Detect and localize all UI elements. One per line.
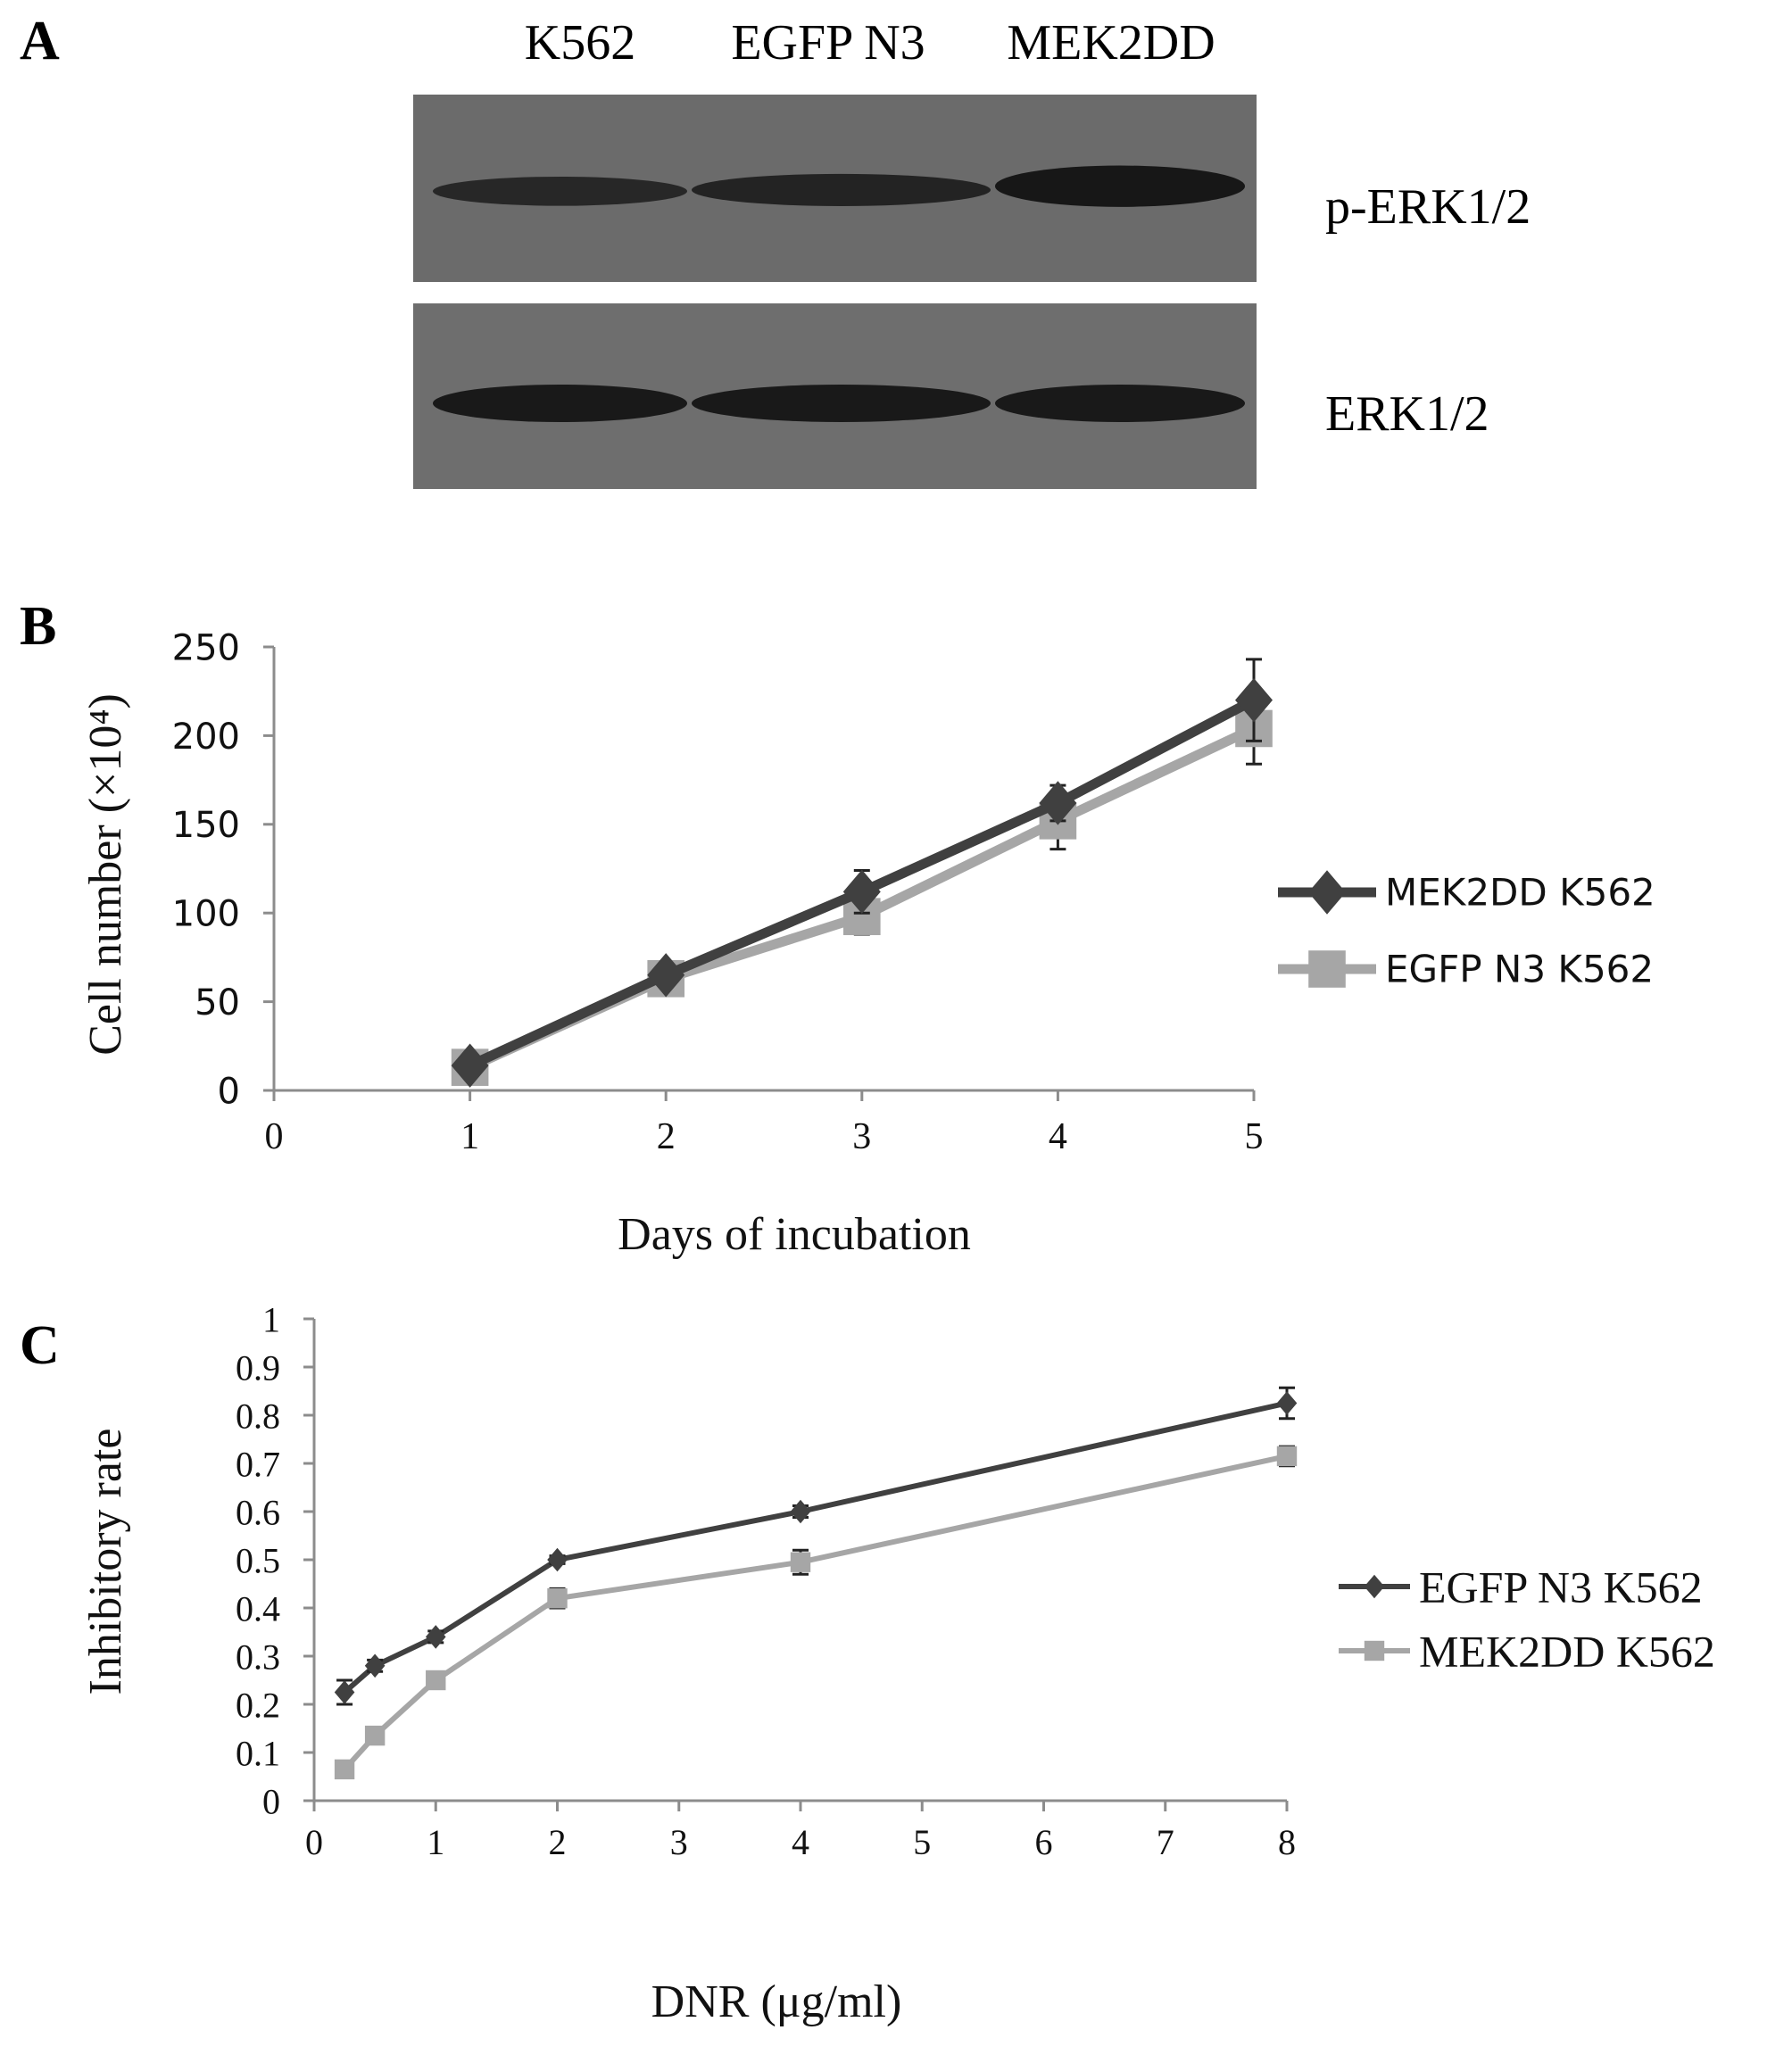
lane-label-egfp-n3: EGFP N3 [731, 15, 925, 70]
legend-label: MEK2DD K562 [1385, 871, 1655, 915]
blot-band [692, 385, 991, 422]
legend-marker [1364, 1640, 1385, 1661]
data-point [451, 1043, 489, 1088]
panel-b: B 0 50 100 150 200 250 0 1 2 3 4 5 Days of incubatio… [20, 596, 1655, 1260]
panel-c: C 0 0.1 0.2 0.3 0.4 0.5 0.6 0.7 0.8 0.9 1 0 1 2 3 4 5 6 7 8… [20, 1299, 1715, 2027]
x-tick-label: 5 [1245, 1116, 1264, 1157]
data-point [364, 1725, 386, 1746]
data-point [790, 1499, 811, 1524]
blot-band [995, 385, 1245, 422]
x-tick-label: 1 [460, 1116, 479, 1157]
x-tick-label: 2 [549, 1822, 567, 1862]
y-tick-label: 50 [195, 982, 240, 1023]
blot-p-erk [413, 95, 1257, 282]
y-tick-label: 1 [262, 1299, 280, 1339]
data-point [842, 869, 881, 915]
y-axis-title: Inhibitory rate [80, 1429, 131, 1695]
x-tick-label: 3 [852, 1116, 871, 1157]
legend-label: MEK2DD K562 [1419, 1627, 1715, 1677]
x-tick-label: 0 [305, 1822, 323, 1862]
x-axis-title: DNR (μg/ml) [651, 1976, 902, 2027]
x-tick-label: 4 [1049, 1116, 1067, 1157]
x-tick-label: 7 [1157, 1822, 1174, 1862]
data-point [1276, 1446, 1298, 1467]
y-tick-label: 250 [172, 627, 240, 668]
lane-label-mek2dd: MEK2DD [1007, 15, 1215, 70]
y-tick-label: 0.2 [236, 1685, 280, 1725]
legend-marker [1308, 870, 1346, 915]
y-tick-label: 0.4 [236, 1588, 280, 1628]
data-point [547, 1588, 568, 1609]
y-tick-label: 0.9 [236, 1347, 280, 1388]
x-axis-title: Days of incubation [618, 1209, 971, 1260]
data-point [364, 1653, 386, 1678]
blot-band [433, 385, 687, 422]
x-tick-label: 6 [1035, 1822, 1053, 1862]
data-point [547, 1547, 568, 1572]
blot-band [692, 173, 991, 206]
legend-label: EGFP N3 K562 [1385, 948, 1654, 991]
x-tick-label: 8 [1278, 1822, 1296, 1862]
blot-label-erk: ERK1/2 [1325, 386, 1489, 442]
data-point [334, 1759, 355, 1780]
y-tick-label: 0.7 [236, 1444, 280, 1484]
blot-band [995, 165, 1245, 207]
x-tick-label: 0 [265, 1116, 284, 1157]
panel-c-label: C [20, 1315, 60, 1376]
blot-band [433, 176, 687, 206]
y-tick-label: 0.5 [236, 1540, 280, 1580]
legend-marker [1364, 1574, 1385, 1599]
y-tick-label: 200 [172, 717, 240, 758]
y-tick-label: 0.3 [236, 1637, 280, 1677]
blot-label-p-erk: p-ERK1/2 [1325, 179, 1531, 235]
x-tick-label: 5 [913, 1822, 931, 1862]
y-tick-label: 0.1 [236, 1733, 280, 1773]
x-tick-label: 1 [427, 1822, 444, 1862]
x-tick-label: 3 [670, 1822, 688, 1862]
y-tick-label: 100 [172, 894, 240, 935]
data-point [1276, 1391, 1298, 1415]
blot-erk [413, 303, 1257, 489]
x-tick-label: 4 [792, 1822, 809, 1862]
series-line [342, 1453, 1288, 1771]
panel-a-label: A [20, 11, 60, 71]
lane-label-k562: K562 [525, 15, 635, 70]
data-point [1235, 677, 1273, 723]
data-point [790, 1552, 811, 1572]
legend-marker [1308, 950, 1346, 988]
panel-a: A K562 EGFP N3 MEK2DD p-ERK1/2 ERK1/2 [20, 11, 1531, 489]
data-point [647, 953, 685, 998]
x-tick-label: 2 [657, 1116, 676, 1157]
y-tick-label: 0 [262, 1781, 280, 1821]
data-point [334, 1680, 355, 1704]
y-tick-label: 150 [172, 805, 240, 846]
y-tick-label: 0.8 [236, 1396, 280, 1436]
data-point [425, 1625, 446, 1649]
data-point [1039, 781, 1077, 825]
panel-b-label: B [20, 596, 56, 657]
y-tick-label: 0.6 [236, 1492, 280, 1532]
data-point [426, 1670, 446, 1691]
y-tick-label: 0 [218, 1071, 240, 1112]
legend-label: EGFP N3 K562 [1419, 1562, 1703, 1612]
y-axis-title: Cell number (×10⁴) [80, 693, 131, 1056]
